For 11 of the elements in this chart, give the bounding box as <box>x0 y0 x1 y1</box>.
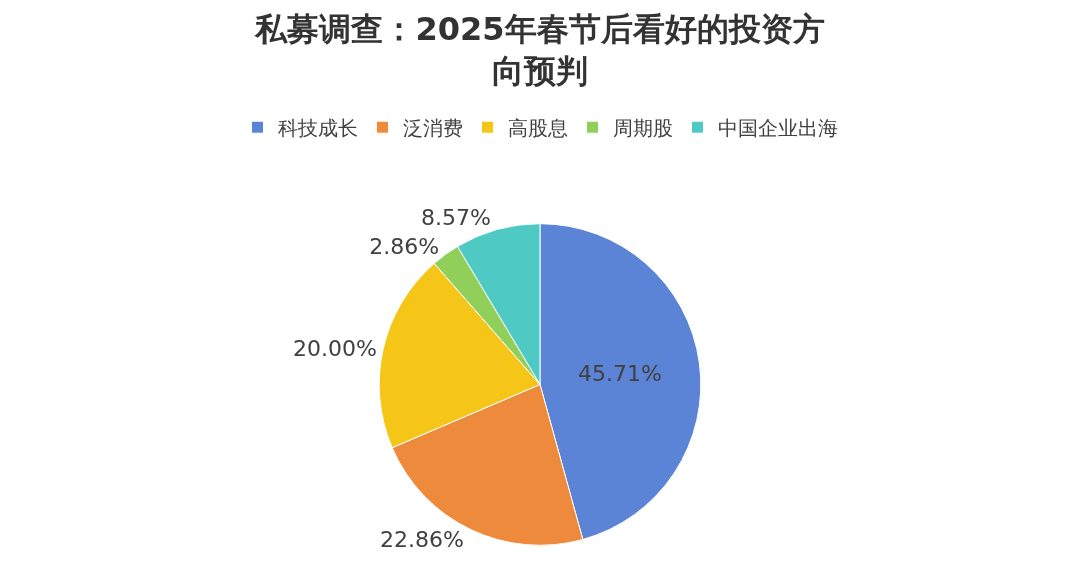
chart-title: 私募调查：2025年春节后看好的投资方向预判 <box>254 10 825 90</box>
data-label: 45.71% <box>578 361 662 387</box>
legend-label: 周期股 <box>612 116 673 140</box>
data-label: 20.00% <box>293 335 377 361</box>
data-label: 22.86% <box>380 527 465 553</box>
data-label: 2.86% <box>369 233 440 259</box>
data-label: 8.57% <box>421 205 491 231</box>
legend-label: 中国企业出海 <box>717 116 838 140</box>
legend-label: 泛消费 <box>402 116 463 140</box>
legend-label: 高股息 <box>507 116 568 140</box>
legend-label: 科技成长 <box>277 116 358 140</box>
